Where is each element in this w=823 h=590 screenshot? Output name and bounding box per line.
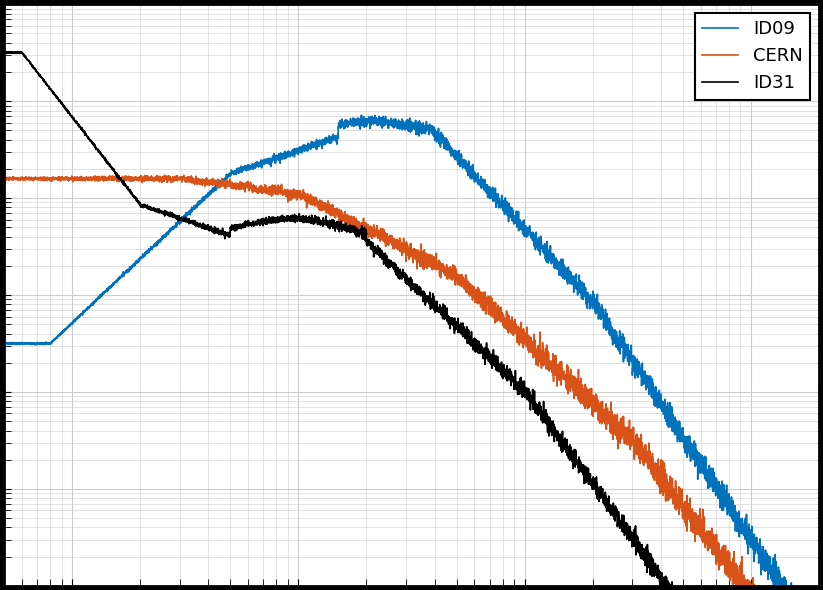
CERN — [529, 330, 539, 337]
ID09 — [356, 112, 366, 119]
ID31 — [529, 393, 539, 400]
ID31 — [0, 50, 9, 57]
Line: ID09: ID09 — [4, 115, 819, 590]
ID09 — [147, 244, 157, 251]
ID31 — [147, 205, 157, 212]
CERN — [147, 174, 157, 181]
CERN — [0, 175, 9, 182]
ID09 — [0, 340, 9, 348]
ID09 — [488, 198, 498, 205]
ID31 — [607, 503, 617, 510]
CERN — [310, 197, 320, 204]
CERN — [669, 486, 679, 493]
ID31 — [310, 215, 320, 222]
Line: CERN: CERN — [4, 175, 819, 590]
ID09 — [669, 422, 679, 430]
CERN — [607, 420, 617, 427]
CERN — [179, 172, 188, 179]
Legend: ID09, CERN, ID31: ID09, CERN, ID31 — [695, 13, 810, 100]
CERN — [488, 300, 498, 307]
Line: ID31: ID31 — [4, 52, 819, 590]
ID09 — [310, 140, 320, 147]
ID31 — [0, 48, 10, 55]
ID09 — [607, 331, 617, 338]
ID31 — [488, 355, 498, 362]
ID09 — [529, 242, 539, 250]
